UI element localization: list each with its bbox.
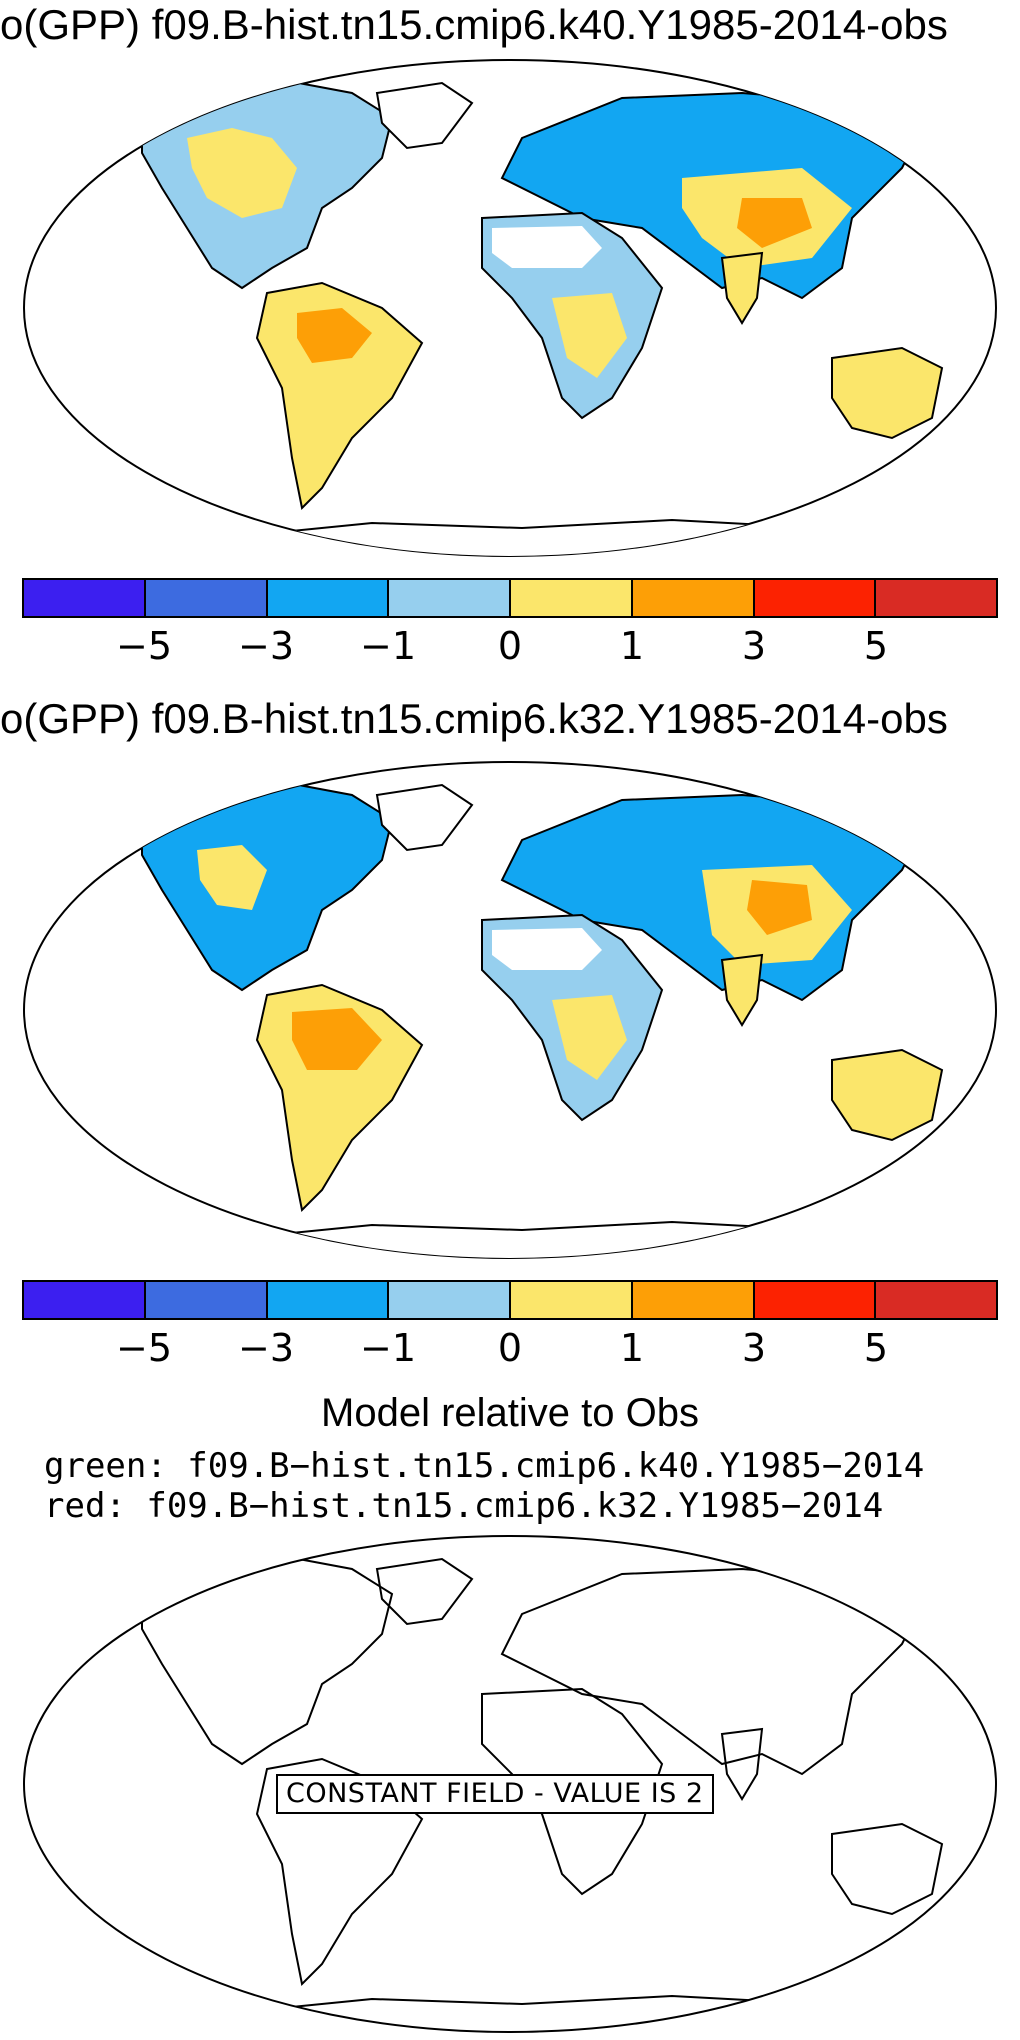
greenland [375,783,474,852]
amazon-positive [292,1008,382,1070]
colorbar-tick-label: 0 [497,1326,523,1370]
colorbar-tick-label: 1 [619,1326,645,1370]
colorbar-bin [754,1282,877,1318]
australia [831,1822,944,1916]
colorbar-tick-label: −3 [237,624,295,668]
central-africa-positive [552,995,627,1080]
colorbar-bin [511,580,633,616]
panel-1-colorbar [22,578,998,618]
panel-1-map [23,59,997,557]
colorbar-bin [876,580,996,616]
panel-2-colorbar [22,1280,998,1320]
panel-1-title: o(GPP) f09.B-hist.tn15.cmip6.k40.Y1985-2… [0,1,948,48]
india [720,251,764,325]
colorbar-tick-label: 3 [741,1326,767,1370]
colorbar-bin [632,580,755,616]
north-america [141,1552,394,1766]
comparison-title: Model relative to Obs [321,1391,699,1435]
colorbar-tick-label: 1 [619,624,645,668]
amazon-positive [297,308,372,363]
colorbar-bin [511,1282,633,1318]
colorbar-bin [24,580,146,616]
colorbar-bin [145,580,268,616]
central-africa-positive [552,293,627,378]
constant-field-label: CONSTANT FIELD - VALUE IS 2 [276,1774,714,1814]
red-legend-label: red: f09.B−hist.tn15.cmip6.k32.Y1985−201… [44,1486,884,1526]
colorbar-bin [267,1282,390,1318]
africa [481,1687,664,1896]
colorbar-tick-label: −5 [115,624,173,668]
colorbar-tick-label: −5 [115,1326,173,1370]
north-america [141,778,394,992]
colorbar-bin [267,580,390,616]
greenland [375,81,474,150]
colorbar-bin [632,1282,755,1318]
colorbar-tick-label: −1 [359,624,417,668]
colorbar-tick-label: −3 [237,1326,295,1370]
sahara-white [492,226,602,268]
colorbar-tick-label: 5 [863,624,889,668]
panel-2-map [23,761,997,1259]
colorbar-tick-label: 3 [741,624,767,668]
green-legend-label: green: f09.B−hist.tn15.cmip6.k40.Y1985−2… [44,1446,925,1486]
colorbar-bin [389,580,511,616]
australia [831,346,944,440]
colorbar-bin [145,1282,268,1318]
colorbar-tick-label: −1 [359,1326,417,1370]
colorbar-bin [754,580,877,616]
greenland [375,1557,474,1626]
india [720,953,764,1027]
sahara-white [492,928,602,970]
panel-2-title: o(GPP) f09.B-hist.tn15.cmip6.k32.Y1985-2… [0,695,948,742]
colorbar-bin [24,1282,146,1318]
colorbar-tick-label: 0 [497,624,523,668]
north-america-positive [187,128,297,218]
australia [831,1048,944,1142]
north-america-positive [197,845,267,910]
china-positive [737,198,812,248]
colorbar-bin [876,1282,996,1318]
colorbar-tick-label: 5 [863,1326,889,1370]
india [720,1727,764,1801]
china-positive [747,880,812,935]
colorbar-bin [389,1282,511,1318]
